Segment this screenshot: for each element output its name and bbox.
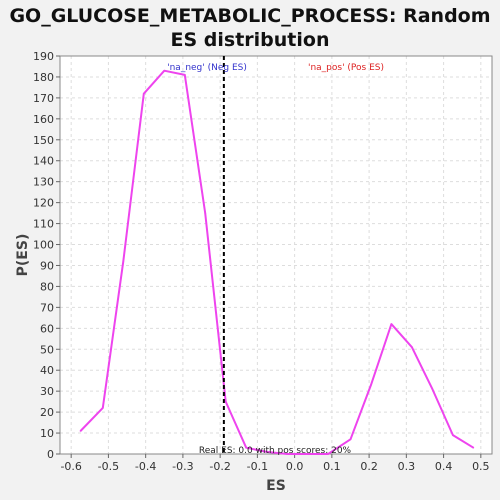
plot-area bbox=[60, 56, 492, 454]
es-distribution-line bbox=[79, 69, 474, 455]
y-tick-label: 60 bbox=[40, 322, 54, 335]
y-axis-label: P(ES) bbox=[15, 234, 31, 277]
data-point bbox=[224, 400, 227, 403]
data-point bbox=[327, 453, 329, 455]
chart-title-line-1: GO_GLUCOSE_METABOLIC_PROCESS: Random bbox=[9, 5, 491, 27]
x-axis-label: ES bbox=[266, 478, 286, 494]
data-point bbox=[390, 323, 393, 325]
x-tick-label: 0.1 bbox=[323, 460, 341, 473]
data-point bbox=[163, 69, 166, 72]
y-tick-label: 150 bbox=[33, 134, 54, 147]
real-es-annotation: Real ES: 0.0 with pos scores: 20% bbox=[199, 446, 352, 456]
y-tick-label: 120 bbox=[33, 197, 54, 210]
y-tick-label: 110 bbox=[33, 218, 54, 231]
y-tick-label: 70 bbox=[40, 301, 54, 314]
y-tick-label: 20 bbox=[40, 406, 54, 419]
y-tick-label: 50 bbox=[40, 343, 54, 356]
chart-title: GO_GLUCOSE_METABOLIC_PROCESS: Random ES … bbox=[0, 4, 500, 52]
x-tick-label: -0.5 bbox=[98, 460, 119, 473]
x-tick-label: -0.2 bbox=[209, 460, 230, 473]
data-point bbox=[431, 388, 434, 390]
y-tick-label: 100 bbox=[33, 239, 54, 252]
data-point bbox=[204, 212, 207, 214]
y-tick-label: 80 bbox=[40, 280, 54, 293]
data-point bbox=[122, 260, 125, 263]
x-tick-label: 0.5 bbox=[472, 460, 490, 473]
y-tick-label: 180 bbox=[33, 71, 54, 84]
x-tick-label: 0.3 bbox=[398, 460, 416, 473]
x-tick-label: -0.3 bbox=[172, 460, 193, 473]
data-point bbox=[306, 453, 309, 455]
x-tick-label: -0.1 bbox=[247, 460, 268, 473]
chart-title-line-2: ES distribution bbox=[170, 29, 330, 51]
data-point bbox=[142, 92, 145, 95]
plot-border bbox=[59, 55, 493, 455]
data-point bbox=[286, 453, 288, 455]
data-point bbox=[102, 407, 104, 409]
y-tick-label: 90 bbox=[40, 259, 54, 272]
data-point bbox=[183, 74, 186, 76]
y-tick-label: 30 bbox=[40, 385, 54, 398]
x-tick-label: 0.0 bbox=[286, 460, 304, 473]
neg-es-annotation: 'na_neg' (Neg ES) bbox=[167, 63, 247, 73]
data-point bbox=[452, 434, 454, 436]
data-point bbox=[349, 438, 352, 441]
y-tick-label: 160 bbox=[33, 113, 54, 126]
data-point bbox=[245, 446, 248, 449]
y-tick-label: 0 bbox=[47, 448, 54, 461]
y-tick-label: 40 bbox=[40, 364, 54, 377]
y-tick-label: 140 bbox=[33, 155, 54, 168]
data-point bbox=[79, 430, 82, 432]
x-tick-label: 0.2 bbox=[360, 460, 378, 473]
y-tick-label: 10 bbox=[40, 427, 54, 440]
y-tick-label: 190 bbox=[33, 50, 54, 63]
data-point bbox=[370, 384, 372, 386]
x-tick-label: -0.4 bbox=[135, 460, 156, 473]
x-tick-label: 0.4 bbox=[435, 460, 453, 473]
y-tick-label: 170 bbox=[33, 92, 54, 105]
y-tick-label: 130 bbox=[33, 176, 54, 189]
data-point bbox=[411, 346, 413, 348]
x-tick-label: -0.6 bbox=[60, 460, 81, 473]
data-point bbox=[472, 446, 475, 449]
data-point bbox=[265, 451, 268, 453]
pos-es-annotation: 'na_pos' (Pos ES) bbox=[308, 63, 384, 73]
